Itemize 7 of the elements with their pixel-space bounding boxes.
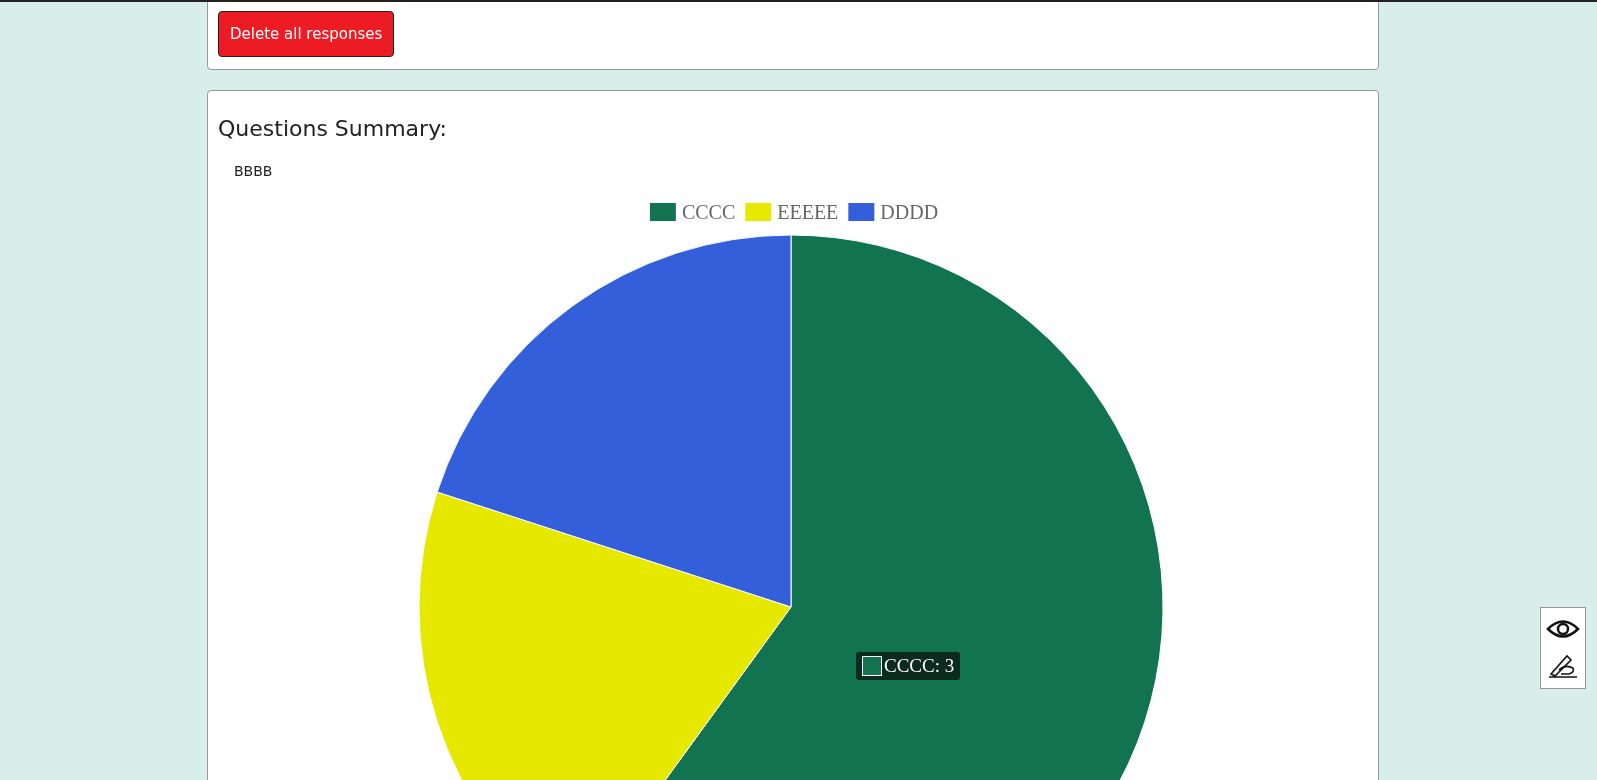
delete-button: Delete all responses	[218, 11, 395, 57]
legend-label: DDDD	[880, 201, 939, 223]
text: BBBB	[234, 163, 273, 179]
legend-label: CCCC	[681, 201, 736, 223]
chart-title: Questions Summary:	[218, 116, 447, 141]
legend-label: EEEEE	[777, 201, 839, 223]
text: CCCC: 3	[884, 655, 955, 677]
